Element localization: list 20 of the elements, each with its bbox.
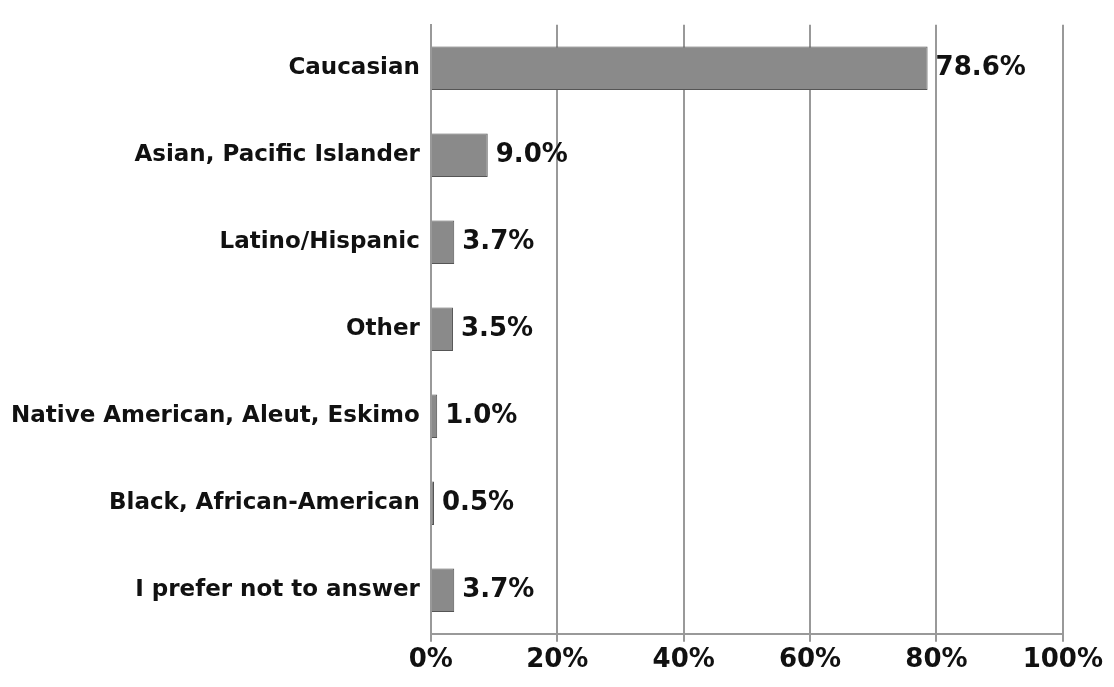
y-tick-label: Latino/Hispanic	[219, 227, 420, 254]
x-tick-label: 20%	[526, 643, 589, 674]
data-label: 3.5%	[460, 312, 534, 343]
x-tick-label: 40%	[652, 643, 715, 674]
x-tick-label: 80%	[905, 643, 968, 674]
y-tick-label: Native American, Aleut, Eskimo	[11, 401, 420, 428]
data-label: 0.5%	[442, 486, 515, 517]
x-tick-label: 60%	[778, 643, 842, 674]
y-tick-label: Asian, Pacific Islander	[134, 140, 421, 167]
y-tick-label: Other	[345, 314, 421, 341]
x-tick-label: 0%	[408, 643, 453, 674]
y-tick-label: Black, African-American	[109, 488, 420, 515]
y-tick-label: I prefer not to answer	[135, 575, 421, 602]
data-label: 9.0%	[495, 138, 568, 169]
data-label: 1.0%	[445, 399, 518, 430]
x-tick-label: 100%	[1022, 643, 1103, 674]
data-label: 78.6%	[935, 51, 1026, 82]
data-label: 3.7%	[462, 225, 535, 256]
data-label: 3.7%	[462, 573, 535, 604]
y-tick-label: Caucasian	[288, 53, 420, 80]
